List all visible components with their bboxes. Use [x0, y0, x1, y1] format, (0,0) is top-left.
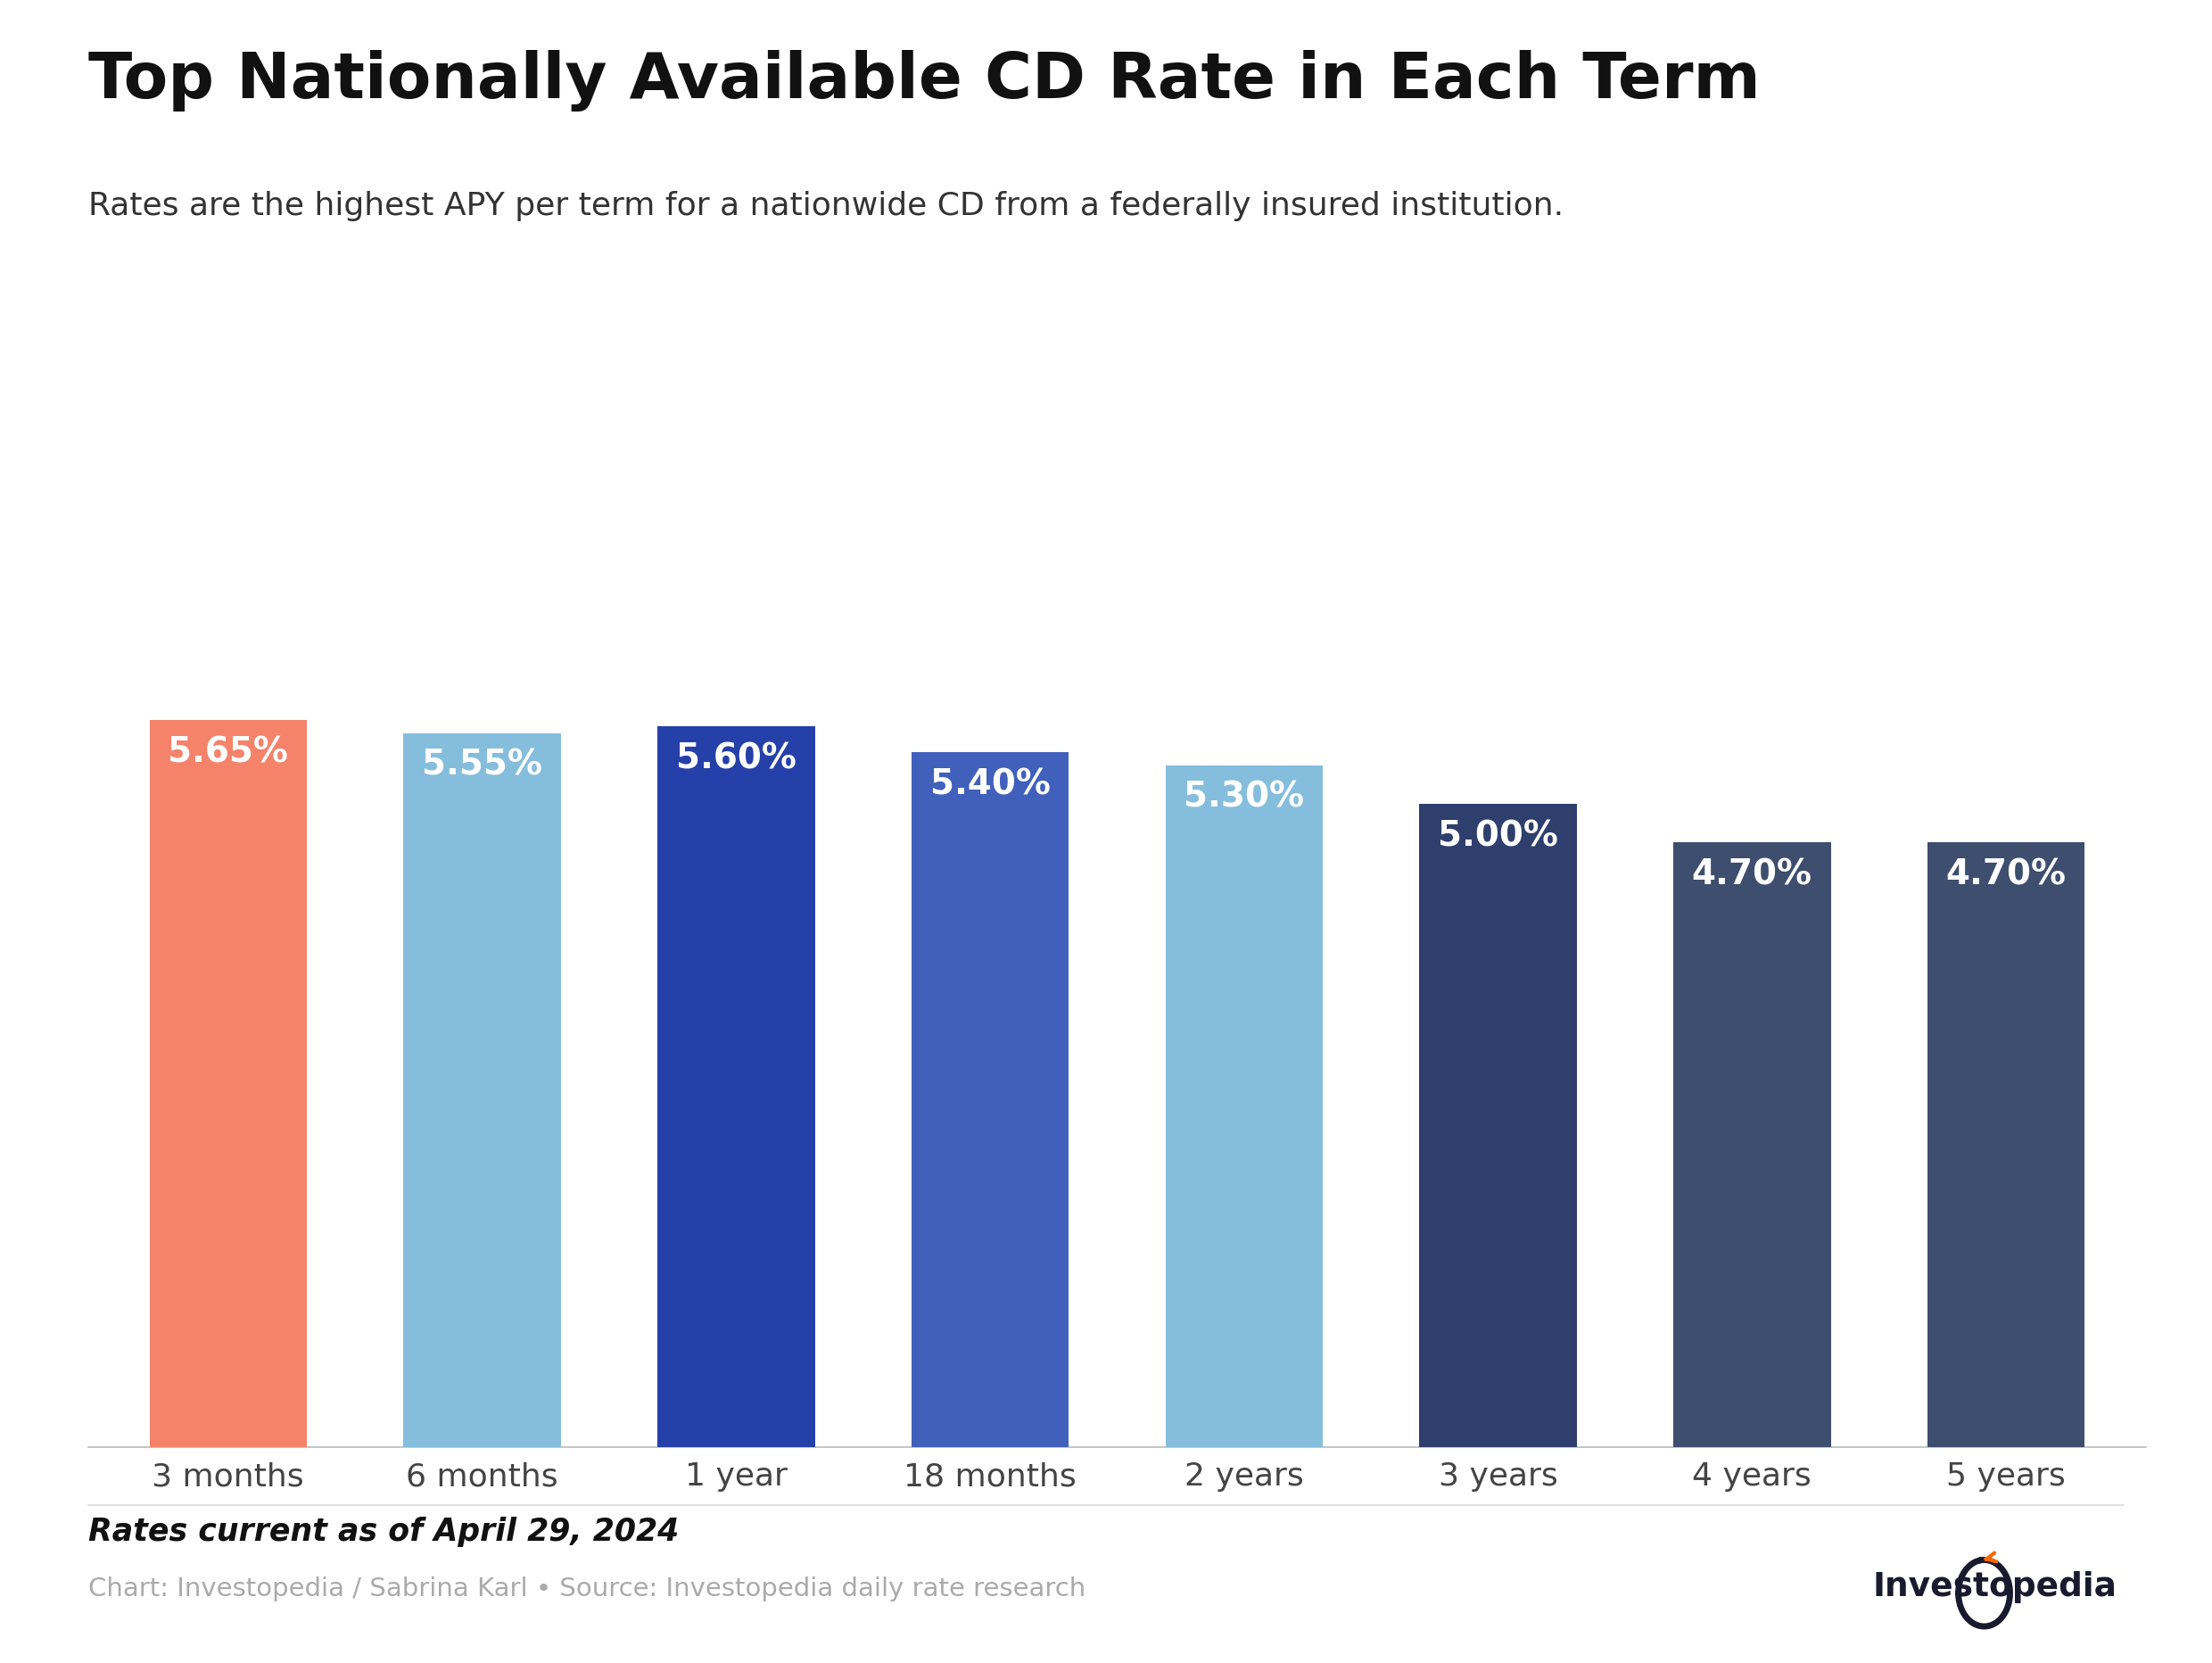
Bar — [911, 752, 1068, 1447]
Text: Chart: Investopedia / Sabrina Karl • Source: Investopedia daily rate research: Chart: Investopedia / Sabrina Karl • Sou… — [88, 1577, 1086, 1601]
Bar — [403, 733, 562, 1447]
Bar — [1166, 765, 1323, 1447]
Text: Rates are the highest APY per term for a nationwide CD from a federally insured : Rates are the highest APY per term for a… — [88, 191, 1564, 221]
Text: 5.40%: 5.40% — [929, 768, 1051, 802]
Text: 5.00%: 5.00% — [1438, 820, 1557, 853]
Bar — [1420, 803, 1577, 1447]
Bar — [1927, 843, 2084, 1447]
Text: Investopedia: Investopedia — [1874, 1572, 2117, 1603]
Text: 5.30%: 5.30% — [1183, 780, 1305, 815]
Text: Top Nationally Available CD Rate in Each Term: Top Nationally Available CD Rate in Each… — [88, 50, 1761, 111]
Text: 5.60%: 5.60% — [677, 742, 796, 777]
Bar — [1672, 843, 1832, 1447]
Text: 4.70%: 4.70% — [1947, 858, 2066, 891]
Text: Rates current as of April 29, 2024: Rates current as of April 29, 2024 — [88, 1517, 679, 1547]
Bar — [657, 727, 814, 1447]
Text: 5.65%: 5.65% — [168, 735, 288, 770]
Text: 4.70%: 4.70% — [1692, 858, 1812, 891]
Text: 5.55%: 5.55% — [422, 748, 542, 782]
Bar — [150, 720, 307, 1447]
